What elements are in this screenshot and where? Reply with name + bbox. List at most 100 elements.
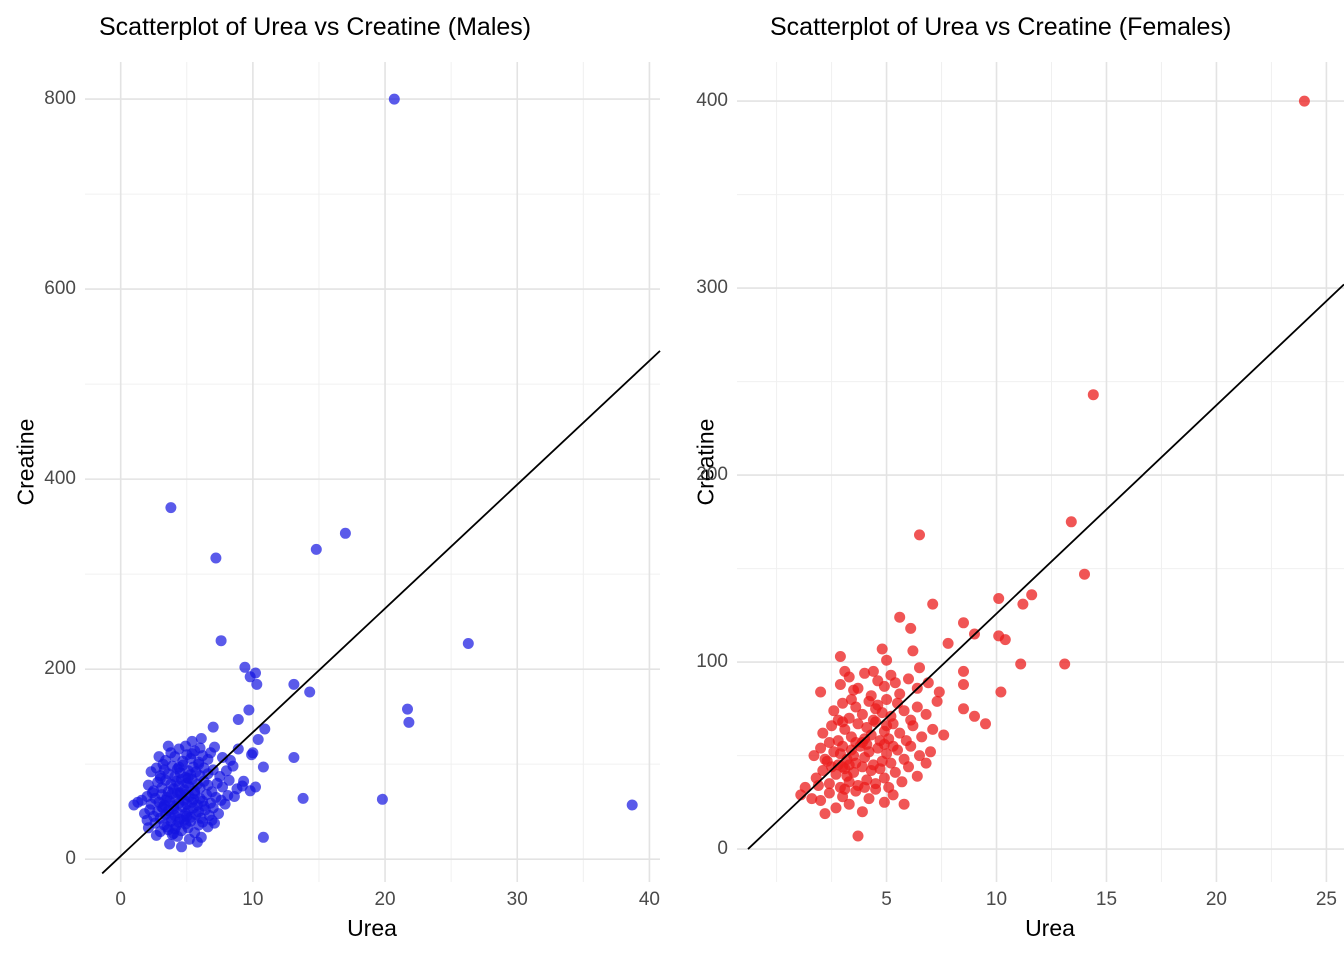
data-point	[173, 797, 185, 809]
data-point	[903, 673, 914, 685]
data-point	[183, 791, 195, 802]
data-point	[244, 785, 256, 797]
data-point	[911, 701, 923, 713]
data-point	[177, 755, 189, 767]
data-point	[197, 750, 209, 762]
data-point	[148, 810, 160, 822]
y-tick-label: 0	[717, 838, 728, 860]
data-point	[376, 793, 388, 805]
data-point	[183, 781, 195, 793]
points-layer	[795, 95, 1310, 842]
data-point	[1015, 658, 1027, 670]
data-point	[288, 752, 300, 763]
data-point	[339, 527, 351, 539]
data-point	[223, 774, 235, 786]
data-point	[162, 786, 174, 798]
data-point	[830, 768, 842, 780]
data-point	[1079, 568, 1090, 580]
data-point	[839, 763, 851, 775]
data-point	[462, 638, 474, 649]
data-point	[142, 779, 154, 791]
data-point	[821, 755, 833, 767]
data-point	[186, 773, 198, 785]
data-point	[244, 671, 256, 683]
data-point	[841, 753, 853, 765]
data-point	[180, 808, 191, 820]
data-point	[887, 789, 899, 801]
data-point	[887, 740, 899, 752]
data-point	[189, 745, 201, 757]
data-point	[173, 743, 185, 755]
data-point	[194, 742, 206, 754]
data-point	[182, 765, 194, 777]
data-point	[876, 755, 888, 767]
data-point	[158, 764, 170, 776]
data-point	[215, 794, 227, 806]
data-point	[859, 752, 871, 763]
females-chart-title: Scatterplot of Urea vs Creatine (Females…	[770, 13, 1232, 41]
data-point	[187, 802, 199, 814]
data-point	[848, 750, 860, 762]
data-point	[168, 783, 180, 795]
data-point	[933, 686, 945, 698]
data-point	[198, 762, 210, 774]
data-point	[149, 817, 161, 829]
data-point	[815, 795, 827, 806]
data-point	[214, 771, 226, 782]
data-point	[202, 768, 214, 780]
females-plot-area	[737, 62, 1344, 882]
data-point	[177, 759, 189, 771]
data-point	[920, 708, 932, 720]
data-point	[215, 635, 227, 647]
data-point	[176, 790, 187, 801]
data-point	[187, 793, 199, 805]
data-point	[874, 735, 886, 747]
data-point	[894, 611, 906, 623]
data-point	[207, 802, 219, 814]
data-point	[859, 733, 871, 745]
data-point	[914, 529, 925, 541]
data-point	[162, 740, 174, 752]
data-point	[848, 766, 860, 778]
data-point	[839, 723, 851, 735]
y-tick-label: 100	[696, 651, 728, 673]
data-point	[154, 770, 166, 782]
data-point	[172, 787, 183, 799]
data-point	[878, 738, 890, 750]
data-point	[128, 799, 140, 811]
data-point	[141, 791, 153, 802]
y-tick-label: 600	[44, 278, 76, 300]
data-point	[207, 764, 219, 776]
data-point	[145, 766, 157, 778]
data-point	[931, 695, 943, 707]
data-point	[958, 703, 969, 715]
data-point	[141, 814, 153, 826]
data-point	[182, 805, 194, 817]
data-point	[887, 718, 899, 730]
data-point	[872, 742, 884, 754]
data-point	[164, 795, 176, 807]
data-point	[160, 794, 172, 806]
data-point	[297, 792, 309, 804]
data-point	[815, 742, 827, 754]
data-point	[173, 761, 185, 773]
data-point	[832, 759, 844, 771]
data-point	[907, 720, 919, 732]
data-point	[181, 777, 193, 789]
data-point	[812, 780, 824, 791]
data-point	[190, 809, 202, 820]
data-point	[181, 749, 193, 761]
data-point	[850, 757, 862, 769]
data-point	[173, 780, 185, 792]
data-point	[843, 671, 855, 683]
data-point	[154, 812, 166, 824]
data-point	[160, 809, 172, 820]
data-point	[845, 694, 857, 705]
data-point	[865, 729, 877, 741]
data-point	[850, 785, 862, 797]
data-point	[169, 771, 181, 782]
data-point	[878, 772, 890, 784]
data-point	[193, 819, 205, 831]
data-point	[166, 829, 178, 840]
